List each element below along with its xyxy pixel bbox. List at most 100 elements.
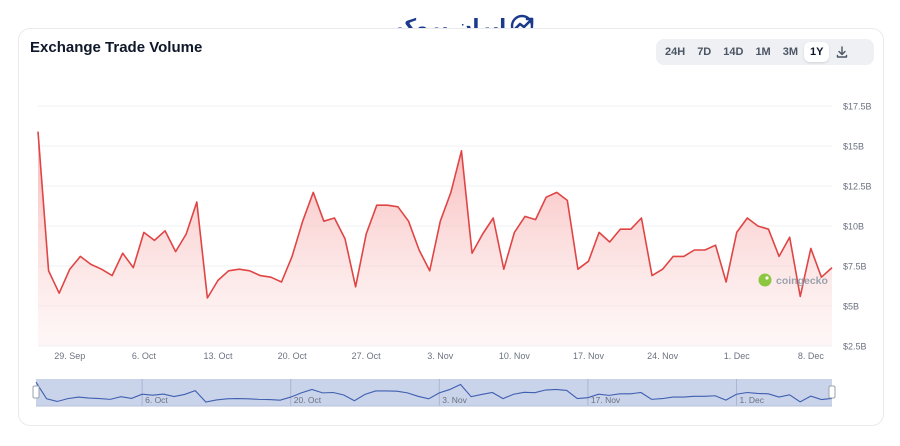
- x-tick-label: 24. Nov: [647, 351, 679, 361]
- data-point: [683, 255, 685, 257]
- data-point: [460, 150, 462, 152]
- range-button-7d[interactable]: 7D: [697, 46, 712, 58]
- data-point: [619, 228, 621, 230]
- data-point: [788, 236, 790, 238]
- download-button[interactable]: [831, 42, 853, 62]
- data-point: [661, 268, 663, 270]
- data-point: [503, 268, 505, 270]
- navigator-tick-label: 20. Oct: [294, 395, 322, 405]
- data-point: [37, 130, 39, 132]
- data-point: [524, 215, 526, 217]
- data-point: [577, 268, 579, 270]
- data-point: [280, 281, 282, 283]
- data-point: [249, 270, 251, 272]
- y-tick-label: $17.5B: [843, 102, 872, 112]
- data-point: [185, 233, 187, 235]
- data-point: [767, 228, 769, 230]
- watermark-text: coingecko: [776, 275, 828, 287]
- range-button-1m[interactable]: 1M: [755, 46, 771, 58]
- navigator-tick-label: 6. Oct: [145, 395, 168, 405]
- download-icon: [837, 46, 848, 58]
- data-point: [143, 231, 145, 233]
- data-point: [196, 201, 198, 203]
- data-point: [799, 295, 801, 297]
- data-point: [545, 196, 547, 198]
- x-tick-label: 10. Nov: [499, 351, 531, 361]
- data-point: [301, 220, 303, 222]
- data-point: [640, 217, 642, 219]
- data-point: [386, 204, 388, 206]
- data-point: [725, 281, 727, 283]
- y-tick-label: $5B: [843, 302, 859, 312]
- navigator-series-line: [35, 381, 833, 403]
- data-point: [746, 217, 748, 219]
- data-point: [132, 266, 134, 268]
- data-point: [354, 286, 356, 288]
- data-point: [376, 204, 378, 206]
- x-tick-label: 1. Dec: [724, 351, 751, 361]
- data-point: [587, 260, 589, 262]
- x-tick-label: 13. Oct: [203, 351, 233, 361]
- range-button-3m[interactable]: 3M: [782, 46, 798, 58]
- data-point: [439, 220, 441, 222]
- volume-area-fill: [38, 131, 832, 346]
- data-point: [704, 249, 706, 251]
- data-point: [693, 249, 695, 251]
- navigator-left-handle[interactable]: [32, 385, 40, 399]
- data-point: [333, 217, 335, 219]
- y-tick-label: $10B: [843, 222, 864, 232]
- data-point: [206, 297, 208, 299]
- range-button-1y[interactable]: 1Y: [804, 42, 830, 62]
- data-point: [450, 191, 452, 193]
- data-point: [598, 231, 600, 233]
- x-tick-label: 29. Sep: [54, 351, 85, 361]
- data-point: [714, 244, 716, 246]
- y-tick-label: $15B: [843, 142, 864, 152]
- data-point: [492, 217, 494, 219]
- data-point: [608, 241, 610, 243]
- navigator-tick-label: 1. Dec: [739, 395, 764, 405]
- data-point: [238, 268, 240, 270]
- data-point: [651, 274, 653, 276]
- navigator-selection[interactable]: [36, 379, 832, 406]
- data-point: [471, 252, 473, 254]
- data-point: [344, 238, 346, 240]
- data-point: [111, 274, 113, 276]
- data-point: [429, 270, 431, 272]
- data-point: [736, 231, 738, 233]
- data-point: [291, 255, 293, 257]
- coingecko-logo-icon: [758, 273, 772, 287]
- data-point: [534, 218, 536, 220]
- data-point: [58, 292, 60, 294]
- y-tick-label: $2.5B: [843, 342, 867, 352]
- data-point: [407, 220, 409, 222]
- data-point: [217, 279, 219, 281]
- volume-series-line: [37, 131, 833, 299]
- data-point: [47, 270, 49, 272]
- x-tick-label: 3. Nov: [427, 351, 454, 361]
- data-point: [556, 191, 558, 193]
- data-point: [418, 249, 420, 251]
- range-button-14d[interactable]: 14D: [723, 46, 744, 58]
- navigator-tick-label: 3. Nov: [442, 395, 467, 405]
- x-tick-label: 6. Oct: [132, 351, 157, 361]
- data-point: [90, 263, 92, 265]
- navigator-right-handle[interactable]: [828, 385, 836, 399]
- data-point: [100, 268, 102, 270]
- data-point: [831, 266, 833, 268]
- data-point: [323, 220, 325, 222]
- range-navigator[interactable]: 6. Oct 20. Oct 3. Nov 17. Nov 1. Dec: [32, 379, 836, 407]
- data-point: [810, 247, 812, 249]
- chart-title: Exchange Trade Volume: [30, 39, 203, 56]
- y-tick-label: $12.5B: [843, 182, 872, 192]
- data-point: [397, 206, 399, 208]
- data-point: [365, 233, 367, 235]
- data-point: [481, 233, 483, 235]
- data-point: [270, 276, 272, 278]
- data-point: [259, 274, 261, 276]
- range-button-24h[interactable]: 24H: [665, 46, 686, 58]
- data-point: [153, 239, 155, 241]
- data-point: [513, 231, 515, 233]
- data-point: [174, 250, 176, 252]
